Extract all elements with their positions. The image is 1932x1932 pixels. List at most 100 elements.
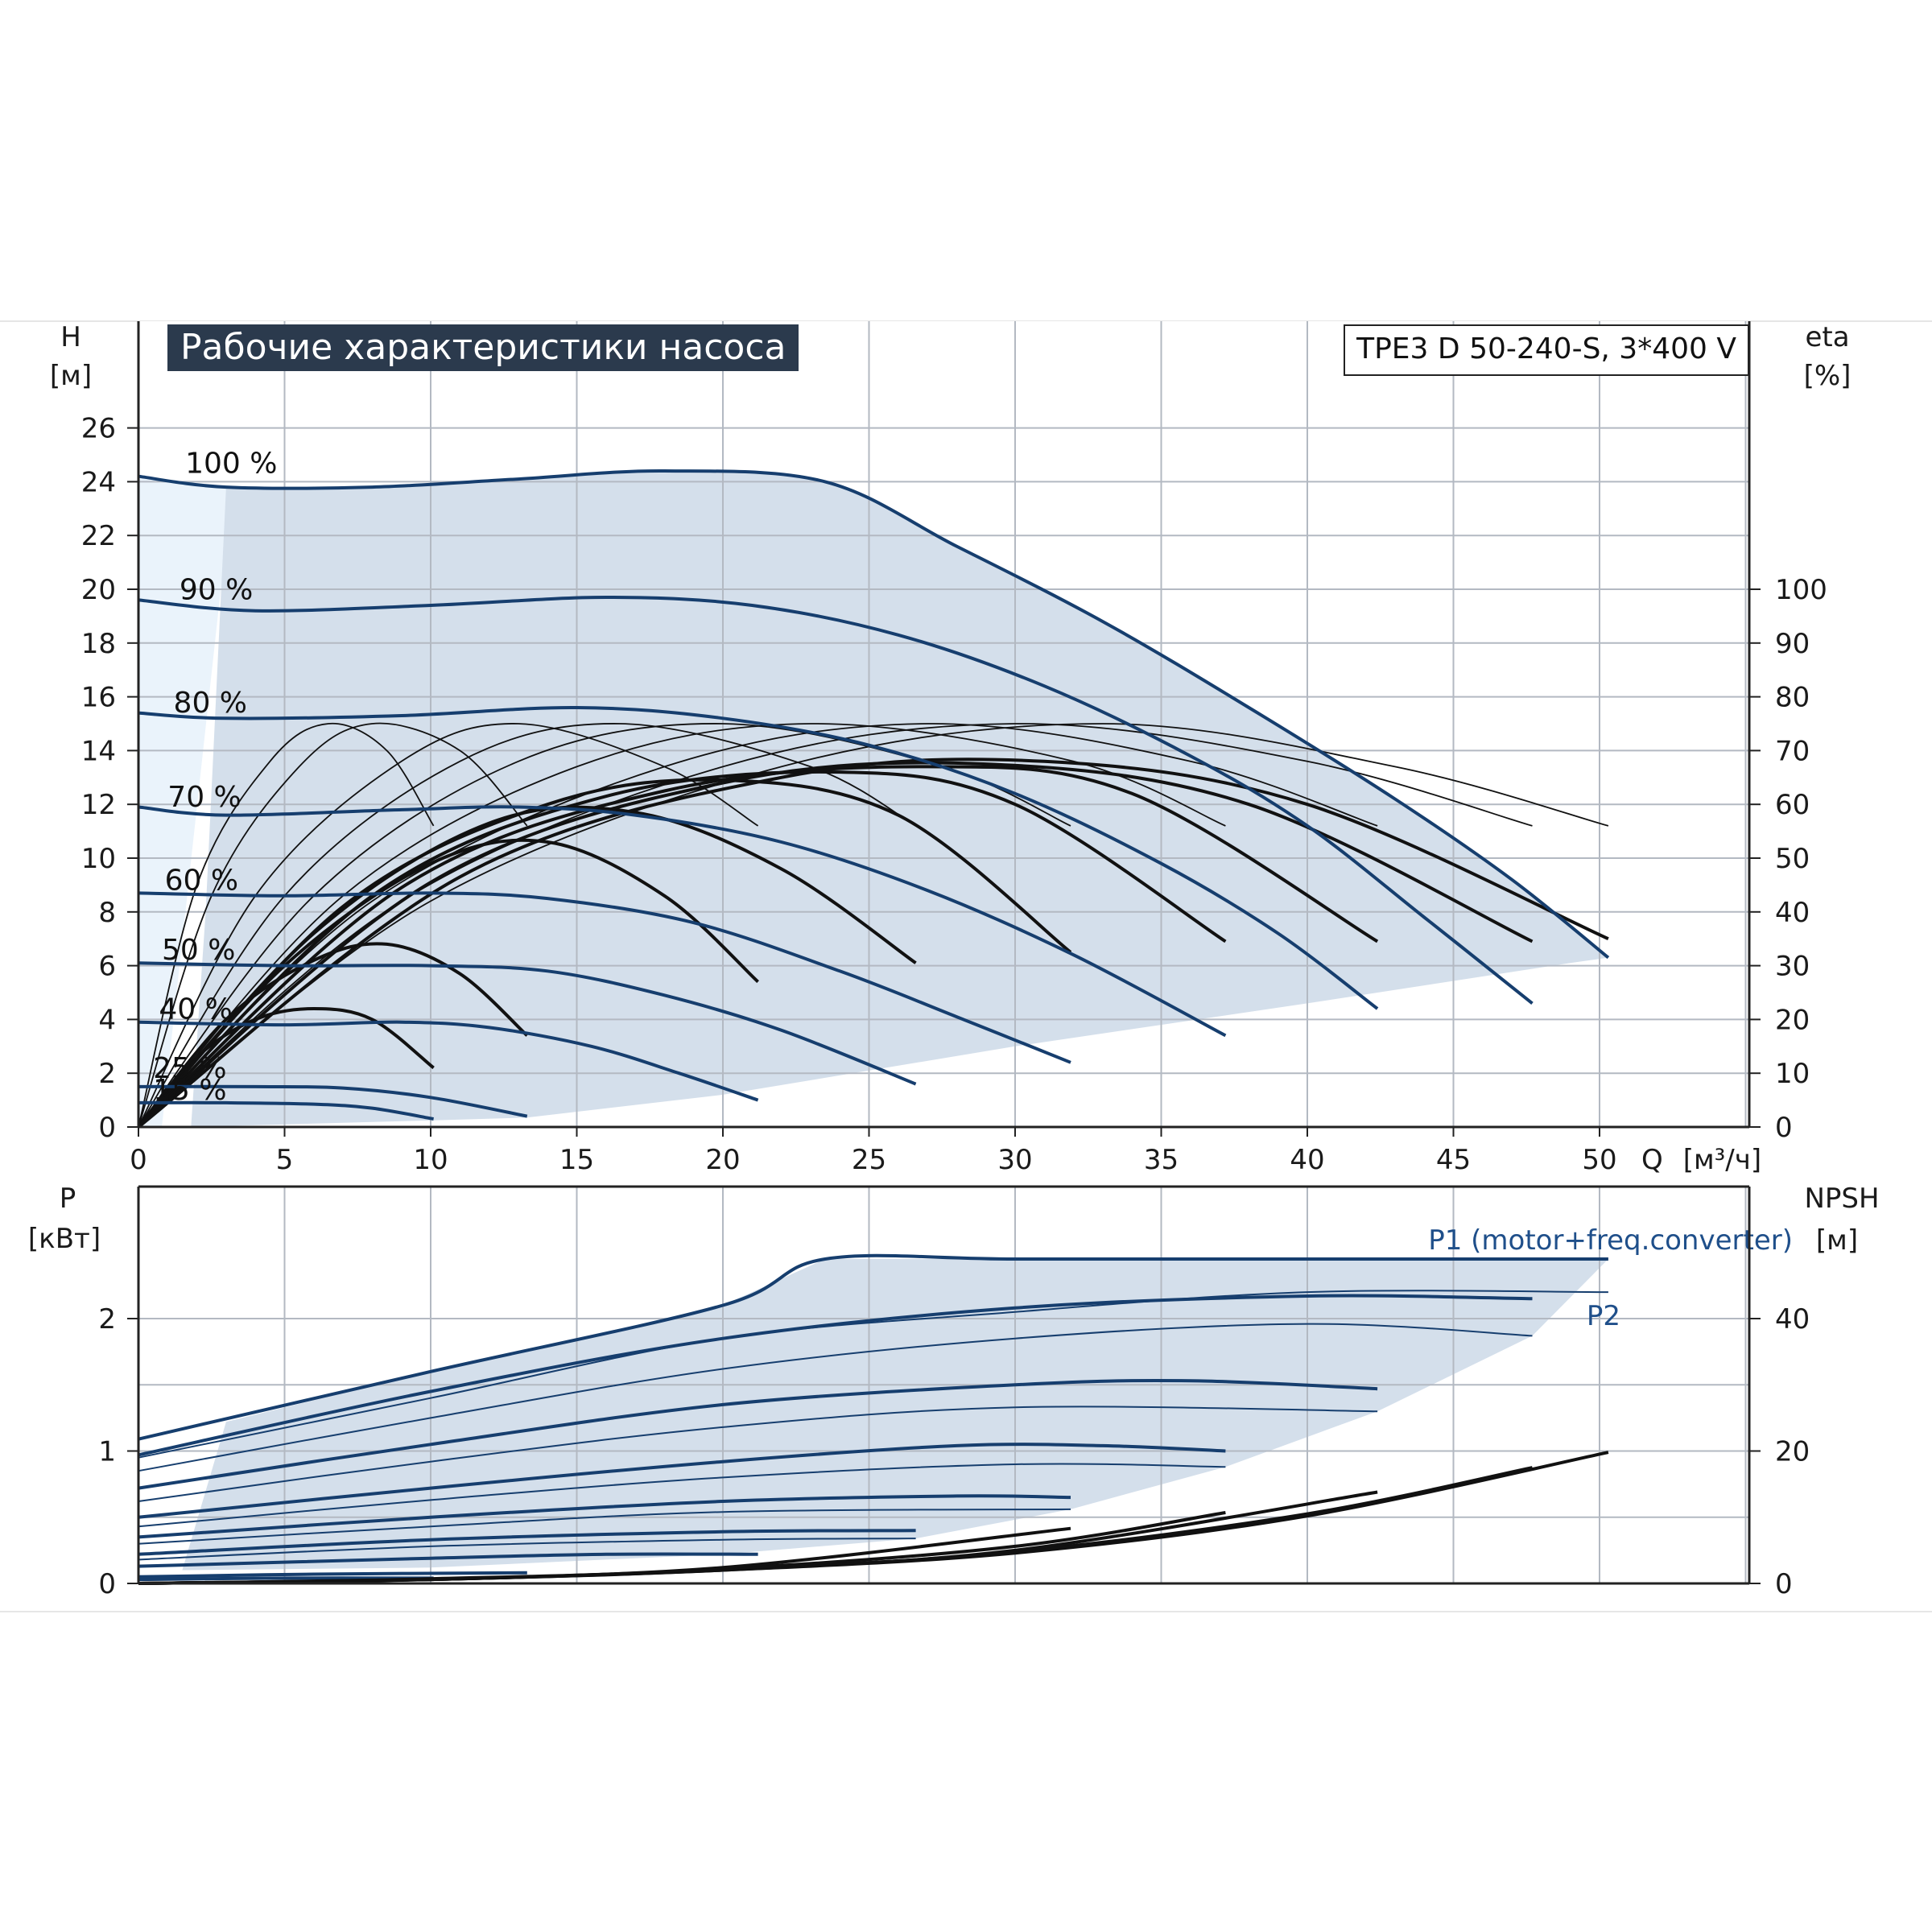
h-axis-unit: [м] (50, 360, 92, 392)
q-tick-label: 15 (559, 1144, 594, 1176)
head-curve-6 (138, 1020, 759, 1102)
q-tick-label: 30 (997, 1144, 1032, 1176)
eta-tick-label: 80 (1775, 682, 1810, 714)
operating-range-region (191, 470, 1608, 1127)
q-tick-label: 0 (130, 1144, 147, 1176)
h-tick-label: 14 (81, 735, 116, 767)
p-tick-label: 2 (98, 1303, 116, 1335)
upper-plot-curves: 100 % 90 % 80 % 70 % 60 % 50 % 40 % 25 %15 % (137, 448, 1610, 1129)
h-tick-label: 6 (98, 951, 116, 983)
h-tick-label: 22 (81, 520, 116, 552)
speed-label-2: 80 % (174, 687, 247, 720)
head-curve-5 (138, 961, 917, 1086)
p2-curve-5 (138, 1538, 916, 1561)
p1-curve-6 (138, 1552, 758, 1568)
p2-series-label: P2 (1587, 1300, 1620, 1332)
p1-curve-4 (138, 1494, 1071, 1539)
npsh-tick-label: 40 (1775, 1303, 1810, 1335)
p1-curve-0 (138, 1253, 1608, 1441)
h-tick-label: 18 (81, 628, 116, 660)
p-axis-unit: [кВт] (28, 1223, 101, 1255)
p1-curve-1 (138, 1294, 1533, 1457)
upper-plot-background (138, 321, 1749, 1127)
head-curve-2 (138, 705, 1379, 1010)
speed-label-6: 40 % (159, 993, 232, 1026)
eta-tick-label: 30 (1775, 951, 1810, 983)
q-tick-label: 20 (705, 1144, 740, 1176)
eta-tick-label: 70 (1775, 735, 1810, 767)
speed-label-4: 60 % (165, 864, 238, 897)
bold-black-curve-4 (137, 778, 1072, 1129)
q-tick-label: 50 (1582, 1144, 1616, 1176)
p1-curve-3 (138, 1443, 1226, 1519)
p2-curve-2 (138, 1406, 1378, 1502)
eta-curve-1 (138, 722, 528, 1128)
npsh-axis-unit: [м] (1816, 1224, 1858, 1257)
chart-title: Рабочие характеристики насоса (167, 324, 799, 371)
speed-label-0: 100 % (185, 448, 277, 481)
bold-black-curve-5 (137, 770, 1227, 1129)
q-tick-label: 25 (852, 1144, 886, 1176)
p2-curve-4 (138, 1508, 1071, 1545)
h-tick-label: 20 (81, 574, 116, 606)
bold-black-curve-8 (137, 758, 1609, 1129)
lower-operating-region (182, 1259, 1608, 1571)
eta-axis-name: eta (1805, 321, 1849, 353)
q-tick-label: 45 (1436, 1144, 1471, 1176)
eta-axis-unit: [%] (1804, 360, 1852, 392)
q-tick-label: 5 (276, 1144, 294, 1176)
upper-plot-axes: 02468101214161820222426H[м]0102030405060… (50, 321, 1852, 1176)
npsh-axis-name: NPSH (1804, 1183, 1879, 1215)
speed-label-7: 25 % (153, 1052, 226, 1085)
p1-curve-5 (138, 1529, 916, 1556)
h-tick-label: 2 (98, 1058, 116, 1090)
eta-tick-label: 20 (1775, 1004, 1810, 1036)
p2-curve-1 (138, 1323, 1533, 1472)
eta-curve-6 (138, 723, 1378, 1128)
p1-curve-7 (138, 1571, 527, 1579)
head-curve-0 (138, 469, 1610, 960)
h-tick-label: 12 (81, 789, 116, 821)
h-tick-label: 8 (98, 897, 116, 929)
eta-curve-0 (138, 722, 435, 1128)
q-tick-label: 40 (1290, 1144, 1324, 1176)
h-tick-label: 4 (98, 1004, 116, 1036)
speed-label-5: 50 % (162, 934, 235, 967)
head-curve-1 (138, 595, 1534, 1005)
eta-curve-3 (138, 723, 917, 1128)
p2-curve-3 (138, 1463, 1226, 1528)
h-tick-label: 0 (98, 1112, 116, 1144)
pump-model-label: TPE3 D 50-240-S, 3*400 V (1344, 324, 1749, 376)
p1-series-label: P1 (motor+freq.converter) (1428, 1224, 1793, 1257)
q-axis-unit: [м³/ч] (1683, 1144, 1761, 1176)
p2-curve-0 (138, 1290, 1608, 1459)
head-curve-7 (138, 1084, 528, 1118)
head-curve-8 (138, 1100, 434, 1121)
p-tick-label: 0 (98, 1568, 116, 1600)
eta-tick-label: 50 (1775, 843, 1810, 875)
p-tick-label: 1 (98, 1436, 116, 1468)
speed-label-8: 15 % (153, 1074, 226, 1107)
lower-plot-axes: 0 1 2 P [кВт] 0 20 40 NPSH [м] (28, 1183, 1880, 1600)
lower-plot-curves: P1 (motor+freq.converter) P2 (138, 1224, 1793, 1585)
bold-black-curve-7 (137, 761, 1534, 1129)
p-axis-name: P (60, 1183, 76, 1215)
eta-tick-label: 0 (1775, 1112, 1793, 1144)
h-tick-label: 26 (81, 413, 116, 445)
npsh-tick-label: 0 (1775, 1568, 1793, 1600)
eta-curve-5 (138, 723, 1226, 1128)
npsh-curve-4 (138, 1526, 1071, 1585)
h-axis-name: H (60, 321, 81, 353)
q-axis-name: Q (1641, 1144, 1663, 1176)
q-tick-label: 35 (1144, 1144, 1179, 1176)
p1-curve-2 (138, 1379, 1378, 1490)
eta-tick-label: 100 (1775, 574, 1827, 606)
eta-tick-label: 60 (1775, 789, 1810, 821)
q-tick-label: 10 (413, 1144, 448, 1176)
npsh-tick-label: 20 (1775, 1436, 1810, 1468)
speed-label-3: 70 % (167, 781, 241, 814)
head-curve-4 (138, 891, 1071, 1064)
eta-tick-label: 90 (1775, 628, 1810, 660)
speed-label-1: 90 % (180, 574, 253, 607)
